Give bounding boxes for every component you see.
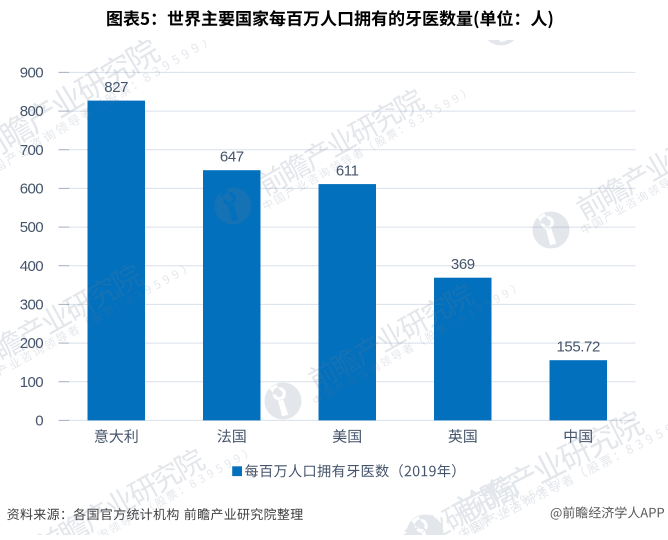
svg-text:600: 600 (20, 181, 43, 198)
svg-text:200: 200 (20, 335, 43, 352)
svg-text:155.72: 155.72 (556, 339, 600, 356)
svg-text:100: 100 (20, 374, 43, 391)
svg-text:611: 611 (336, 163, 359, 180)
svg-text:369: 369 (451, 256, 475, 273)
svg-text:700: 700 (20, 142, 43, 159)
svg-text:400: 400 (20, 258, 43, 275)
svg-text:647: 647 (220, 149, 244, 166)
svg-text:300: 300 (20, 297, 43, 314)
svg-text:0: 0 (35, 413, 43, 430)
svg-text:900: 900 (20, 65, 43, 82)
svg-text:827: 827 (104, 79, 128, 96)
svg-text:800: 800 (20, 103, 43, 120)
svg-text:500: 500 (20, 219, 43, 236)
